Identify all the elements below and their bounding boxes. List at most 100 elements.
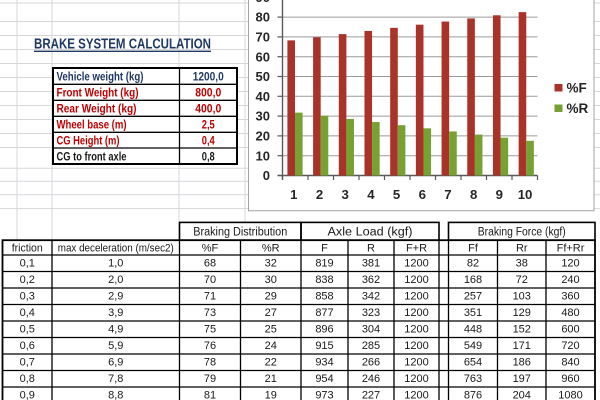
svg-text:896: 896 [315,324,333,336]
svg-text:Ff+Rr: Ff+Rr [557,243,585,255]
svg-text:6: 6 [419,187,426,202]
svg-text:friction: friction [12,243,43,255]
svg-text:381: 381 [362,258,380,270]
svg-text:1200: 1200 [404,324,428,336]
svg-text:0,9: 0,9 [20,390,35,400]
svg-text:0,4: 0,4 [202,134,215,148]
svg-text:448: 448 [464,324,482,336]
svg-text:129: 129 [513,307,531,319]
svg-text:21: 21 [265,373,277,385]
svg-text:720: 720 [561,340,579,352]
svg-text:0,6: 0,6 [20,340,35,352]
svg-text:323: 323 [362,307,380,319]
svg-text:0,4: 0,4 [20,307,35,319]
svg-text:549: 549 [464,340,482,352]
svg-text:68: 68 [204,258,216,270]
svg-text:763: 763 [464,373,482,385]
svg-text:800,0: 800,0 [195,86,221,100]
svg-text:30: 30 [265,274,277,286]
svg-text:73: 73 [204,307,216,319]
svg-text:4: 4 [367,187,375,202]
svg-text:0,7: 0,7 [20,357,35,369]
svg-text:24: 24 [265,340,277,352]
svg-text:0,1: 0,1 [20,258,35,270]
svg-text:973: 973 [315,390,333,400]
svg-text:3: 3 [342,187,349,202]
svg-text:60: 60 [256,49,270,64]
svg-text:1200: 1200 [404,274,428,286]
svg-text:152: 152 [513,324,531,336]
svg-text:0: 0 [263,168,270,183]
svg-text:72: 72 [516,274,528,286]
svg-text:954: 954 [315,373,333,385]
svg-text:CG to front axle: CG to front axle [57,149,127,163]
svg-text:960: 960 [561,373,579,385]
svg-text:40: 40 [256,89,270,104]
svg-text:81: 81 [204,390,216,400]
svg-text:19: 19 [265,390,277,400]
svg-text:9: 9 [496,187,503,202]
svg-text:Rear Weight (kg): Rear Weight (kg) [57,102,137,116]
svg-text:29: 29 [265,291,277,303]
svg-text:246: 246 [362,373,380,385]
svg-text:1200: 1200 [404,258,428,270]
svg-text:1200: 1200 [404,373,428,385]
svg-text:Vehicle weight (kg): Vehicle weight (kg) [57,69,144,83]
svg-text:27: 27 [265,307,277,319]
svg-text:204: 204 [513,390,531,400]
svg-text:5,9: 5,9 [108,340,123,352]
svg-text:876: 876 [464,390,482,400]
svg-text:600: 600 [561,324,579,336]
svg-text:Rr: Rr [516,243,528,255]
svg-text:858: 858 [315,291,333,303]
svg-text:1080: 1080 [558,390,582,400]
svg-text:120: 120 [561,258,579,270]
svg-text:0,2: 0,2 [20,274,35,286]
svg-text:240: 240 [561,274,579,286]
svg-text:1200: 1200 [404,291,428,303]
svg-text:819: 819 [315,258,333,270]
svg-text:1200: 1200 [404,357,428,369]
svg-text:285: 285 [362,340,380,352]
svg-text:70: 70 [256,30,270,45]
svg-text:CG Height (m): CG Height (m) [57,134,120,148]
svg-text:654: 654 [464,357,482,369]
svg-text:3,9: 3,9 [108,307,123,319]
svg-text:7,8: 7,8 [108,373,123,385]
svg-text:79: 79 [204,373,216,385]
svg-text:25: 25 [265,324,277,336]
svg-text:1200: 1200 [404,307,428,319]
svg-text:2: 2 [316,187,323,202]
svg-text:171: 171 [513,340,531,352]
svg-text:0,8: 0,8 [202,149,215,163]
svg-text:5: 5 [393,187,400,202]
svg-text:70: 70 [204,274,216,286]
svg-text:6,9: 6,9 [108,357,123,369]
svg-text:%F: %F [567,81,587,96]
svg-text:934: 934 [315,357,333,369]
svg-text:2,5: 2,5 [202,118,215,132]
svg-text:1200: 1200 [404,340,428,352]
svg-text:0,8: 0,8 [20,373,35,385]
svg-text:168: 168 [464,274,482,286]
svg-text:0,5: 0,5 [20,324,35,336]
svg-text:7: 7 [444,187,451,202]
svg-text:Axle Load (kgf): Axle Load (kgf) [328,226,413,238]
svg-text:197: 197 [513,373,531,385]
svg-text:Wheel base (m): Wheel base (m) [57,118,127,132]
svg-text:227: 227 [362,390,380,400]
svg-text:80: 80 [256,10,270,25]
svg-text:max deceleration (m/sec2): max deceleration (m/sec2) [58,243,174,255]
svg-text:304: 304 [362,324,380,336]
svg-text:103: 103 [513,291,531,303]
svg-text:1,0: 1,0 [108,258,123,270]
svg-text:400,0: 400,0 [195,102,221,116]
svg-text:360: 360 [561,291,579,303]
svg-text:F+R: F+R [406,243,427,255]
svg-text:F: F [321,243,328,255]
svg-text:2,9: 2,9 [108,291,123,303]
svg-text:1200: 1200 [404,390,428,400]
svg-text:22: 22 [265,357,277,369]
svg-text:186: 186 [513,357,531,369]
svg-text:10: 10 [518,187,533,202]
